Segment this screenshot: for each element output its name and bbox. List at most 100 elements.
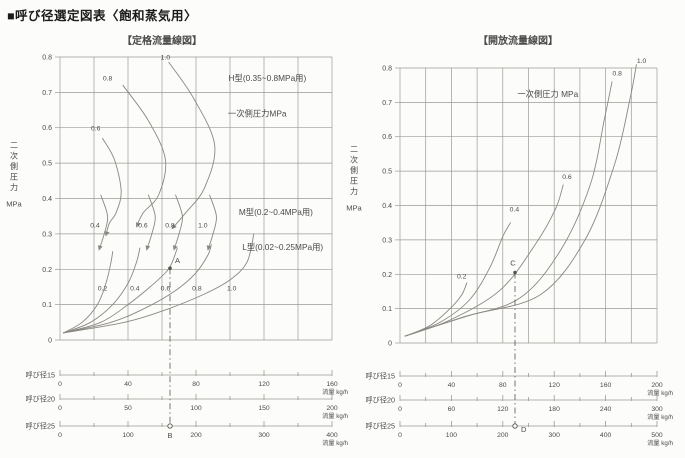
- svg-text:1.0: 1.0: [161, 55, 171, 62]
- svg-text:300: 300: [258, 432, 270, 439]
- curve-H-1.0: [168, 61, 216, 230]
- curve-R-0.4: [404, 222, 511, 337]
- svg-text:呼び径20: 呼び径20: [365, 396, 395, 405]
- svg-text:0.7: 0.7: [382, 100, 392, 107]
- svg-text:160: 160: [326, 381, 338, 388]
- svg-text:次: 次: [350, 155, 358, 165]
- svg-text:300: 300: [549, 432, 561, 439]
- svg-text:0: 0: [398, 432, 402, 439]
- scale-row-呼び径15: [59, 370, 333, 376]
- svg-text:100: 100: [446, 432, 458, 439]
- svg-text:A: A: [175, 256, 180, 265]
- svg-text:側: 側: [350, 165, 358, 175]
- svg-text:流量 kg/h: 流量 kg/h: [647, 413, 673, 421]
- svg-text:200: 200: [326, 405, 338, 412]
- svg-text:0.2: 0.2: [457, 274, 467, 281]
- svg-text:二: 二: [10, 141, 18, 150]
- svg-text:500: 500: [651, 432, 663, 439]
- svg-text:100: 100: [122, 432, 134, 439]
- svg-text:圧: 圧: [10, 173, 18, 182]
- svg-text:流量 kg/h: 流量 kg/h: [322, 439, 348, 447]
- svg-text:0.7: 0.7: [42, 90, 52, 97]
- flow-curves: 0.2 0.4 0.6 0.8 1.0: [404, 58, 647, 337]
- svg-text:0: 0: [58, 405, 62, 412]
- svg-text:0.6: 0.6: [91, 125, 101, 132]
- svg-text:【定格流量線図】: 【定格流量線図】: [122, 34, 202, 47]
- svg-text:【開放流量線図】: 【開放流量線図】: [478, 34, 558, 47]
- curve-L-0.2: [62, 251, 114, 334]
- chart-annotations: H型(0.35~0.8MPa用) 一次側圧力MPa M型(0.2~0.4MPa用) L…: [228, 73, 323, 252]
- scale-row-呼び径20: [59, 394, 333, 400]
- curve-M-1.0: [206, 194, 217, 251]
- curve-R-0.8: [404, 81, 613, 337]
- curve-L-0.6: [62, 247, 178, 334]
- scale-row-呼び径25: [59, 421, 333, 427]
- scale-row-呼び径15: [399, 371, 658, 377]
- svg-text:0: 0: [388, 341, 392, 348]
- svg-text:側: 側: [10, 161, 18, 171]
- svg-text:力: 力: [350, 186, 358, 196]
- svg-text:120: 120: [497, 406, 509, 413]
- svg-text:1.0: 1.0: [637, 58, 647, 65]
- svg-text:160: 160: [600, 382, 612, 389]
- svg-text:1.0: 1.0: [227, 286, 237, 293]
- svg-text:40: 40: [124, 381, 132, 388]
- svg-text:400: 400: [326, 432, 338, 439]
- svg-text:0.3: 0.3: [382, 237, 392, 244]
- svg-text:120: 120: [549, 382, 561, 389]
- svg-text:0.4: 0.4: [42, 196, 52, 203]
- svg-text:圧: 圧: [350, 177, 358, 186]
- svg-text:0.4: 0.4: [90, 223, 100, 230]
- svg-text:300: 300: [651, 406, 663, 413]
- svg-text:240: 240: [600, 406, 612, 413]
- svg-text:流量 kg/h: 流量 kg/h: [322, 388, 348, 396]
- chart-annotations: 一次側圧力 MPa: [517, 89, 578, 99]
- point-C: [513, 270, 517, 275]
- svg-text:二: 二: [350, 145, 358, 154]
- svg-text:1.0: 1.0: [198, 223, 208, 230]
- example-guide: AB: [167, 256, 180, 440]
- point-D: [512, 423, 518, 429]
- nominal-diameter-scales: 0 40 80 120 160 呼び径15 流量 kg/h 0 50 100 150 200 呼び径20…: [25, 370, 349, 447]
- grid: [395, 67, 658, 344]
- svg-text:50: 50: [124, 405, 132, 412]
- example-guide: CD: [510, 259, 527, 435]
- svg-text:L型(0.02~0.25MPa用): L型(0.02~0.25MPa用): [242, 242, 323, 252]
- svg-text:呼び径15: 呼び径15: [25, 371, 55, 380]
- svg-text:40: 40: [448, 382, 456, 389]
- svg-text:M型(0.2~0.4MPa用): M型(0.2~0.4MPa用): [239, 207, 313, 217]
- svg-text:0.6: 0.6: [382, 134, 392, 141]
- page-title: ■呼び径選定図表〈飽和蒸気用〉: [7, 9, 198, 23]
- svg-text:0: 0: [58, 381, 62, 388]
- curve-H-0.6: [102, 137, 122, 237]
- svg-text:0.5: 0.5: [382, 169, 392, 176]
- svg-text:60: 60: [448, 406, 456, 413]
- svg-text:0.6: 0.6: [562, 174, 572, 181]
- svg-text:0: 0: [398, 382, 402, 389]
- curve-M-0.8: [172, 194, 183, 251]
- chart-title: 【開放流量線図】: [478, 34, 558, 47]
- svg-text:0.1: 0.1: [42, 302, 52, 309]
- point-A: [168, 266, 172, 271]
- curve-R-1.0: [404, 64, 637, 337]
- svg-text:0.2: 0.2: [98, 286, 108, 293]
- svg-text:MPa: MPa: [346, 204, 362, 213]
- svg-text:0.8: 0.8: [192, 286, 202, 293]
- scale-row-呼び径25: [399, 421, 658, 427]
- chart-title: 【定格流量線図】: [122, 34, 202, 47]
- svg-text:0.6: 0.6: [42, 125, 52, 132]
- svg-text:0.4: 0.4: [382, 203, 392, 210]
- point-B: [167, 423, 173, 429]
- svg-text:100: 100: [190, 405, 202, 412]
- svg-text:0: 0: [398, 406, 402, 413]
- scale-row-呼び径20: [399, 395, 658, 401]
- svg-text:一次側圧力 MPa: 一次側圧力 MPa: [517, 89, 578, 99]
- svg-text:B: B: [167, 431, 172, 440]
- curve-H-0.8: [122, 84, 167, 228]
- svg-text:C: C: [510, 259, 516, 268]
